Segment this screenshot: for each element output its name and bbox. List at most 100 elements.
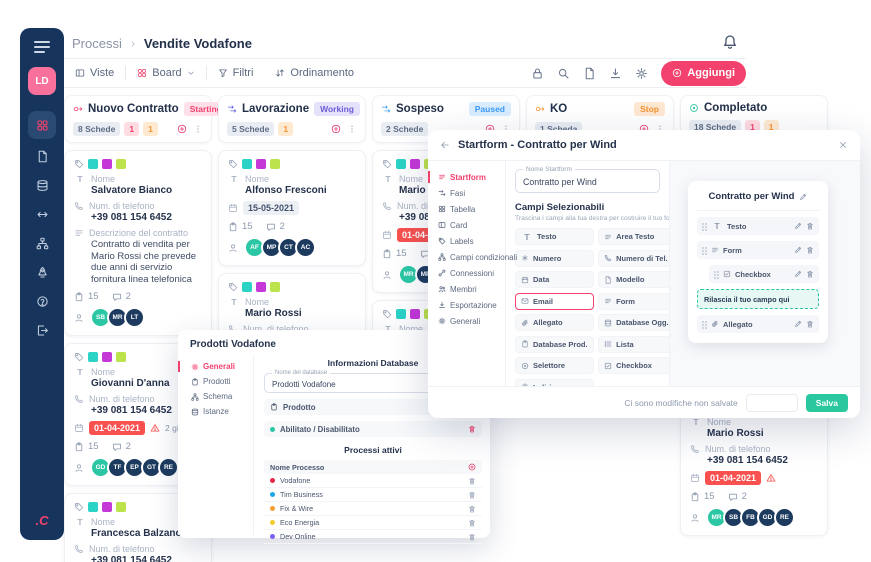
board-view-dropdown[interactable]: Board: [126, 67, 205, 79]
ordinamento-button[interactable]: Ordinamento: [264, 67, 365, 79]
field-button-numero[interactable]: Numero: [515, 249, 594, 267]
builder-row-allegato[interactable]: Allegato: [697, 315, 819, 333]
sidebar-item-launch[interactable]: [28, 260, 56, 284]
edit-icon[interactable]: [794, 320, 802, 328]
nav-item-generali[interactable]: Generali: [428, 313, 505, 329]
process-row[interactable]: Fix & Wire: [264, 502, 482, 516]
field-button-area-testo[interactable]: Area Testo: [598, 228, 669, 245]
drag-handle-icon[interactable]: [714, 270, 716, 273]
avatar[interactable]: SB: [90, 307, 111, 329]
sidebar-item-logout[interactable]: [28, 318, 56, 342]
avatar[interactable]: LT: [124, 307, 145, 329]
field-button-lista[interactable]: Lista: [598, 335, 669, 353]
trash-icon[interactable]: [806, 270, 814, 278]
field-button-database-ogg[interactable]: Database Ogg.: [598, 314, 669, 331]
lock-icon[interactable]: [531, 67, 544, 80]
card-alfonso-fresconi[interactable]: Nome Alfonso Fresconi 15-05-2021 152 AF …: [218, 150, 366, 266]
field-button-allegato[interactable]: Allegato: [515, 314, 594, 331]
edit-icon[interactable]: [794, 270, 802, 278]
field-button-email[interactable]: Email: [515, 292, 594, 310]
aggiungi-button[interactable]: Aggiungi: [661, 60, 746, 86]
avatar[interactable]: LD: [28, 67, 56, 95]
nav-item-fasi[interactable]: Fasi: [428, 185, 505, 201]
trash-icon[interactable]: [806, 222, 814, 230]
card-francesca-balzano[interactable]: Nome Francesca Balzano Num. di telefono …: [64, 493, 212, 562]
field-button-modello[interactable]: Modello: [598, 271, 669, 288]
trash-icon[interactable]: [468, 505, 476, 513]
filtri-button[interactable]: Filtri: [207, 67, 265, 79]
sidebar-item-connections[interactable]: [28, 202, 56, 226]
avatar[interactable]: MP: [261, 237, 282, 258]
trash-icon[interactable]: [468, 519, 476, 527]
nav-item-connessioni[interactable]: Connessioni: [428, 265, 505, 281]
save-button[interactable]: Salva: [805, 393, 848, 412]
add-process-icon[interactable]: [468, 463, 476, 471]
nav-item-schema[interactable]: Schema: [178, 389, 253, 404]
avatar[interactable]: AC: [295, 237, 316, 258]
viste-button[interactable]: Viste: [64, 67, 125, 79]
drop-zone[interactable]: Rilascia il tuo campo qui: [697, 289, 819, 309]
process-row[interactable]: Eco Energia: [264, 516, 482, 530]
builder-row-checkbox[interactable]: Checkbox: [709, 265, 819, 283]
trash-icon[interactable]: [468, 491, 476, 499]
export-icon[interactable]: [609, 67, 622, 80]
field-button-data[interactable]: Data: [515, 271, 594, 288]
column-menu-icon[interactable]: [193, 124, 203, 134]
field-button-database-prod[interactable]: Database Prod.: [515, 335, 594, 353]
trash-icon[interactable]: [806, 246, 814, 254]
drag-handle-icon[interactable]: [702, 320, 704, 323]
nav-item-prodotti[interactable]: Prodotti: [178, 374, 253, 389]
drag-handle-icon[interactable]: [702, 222, 704, 225]
field-button-numero-tel[interactable]: Numero di Tel.: [598, 249, 669, 267]
edit-icon[interactable]: [799, 193, 807, 201]
abilitato-row[interactable]: Abilitato / Disabilitato: [264, 421, 482, 437]
nav-item-esportazione[interactable]: Esportazione: [428, 297, 505, 313]
process-row[interactable]: Vodafone: [264, 474, 482, 488]
avatar[interactable]: RE: [158, 457, 179, 479]
nav-item-membri[interactable]: Membri: [428, 281, 505, 297]
sidebar-item-documents[interactable]: [28, 144, 56, 168]
menu-icon[interactable]: [34, 41, 50, 53]
nav-item-startform[interactable]: Startform: [428, 169, 505, 185]
edit-icon[interactable]: [794, 222, 802, 230]
nav-item-card[interactable]: Card: [428, 217, 505, 233]
prodotto-row[interactable]: Prodotto: [264, 399, 482, 415]
trash-icon[interactable]: [806, 320, 814, 328]
sidebar-item-help[interactable]: [28, 289, 56, 313]
trash-icon[interactable]: [468, 533, 476, 541]
cancel-button[interactable]: [745, 393, 798, 412]
process-row[interactable]: Tim Business: [264, 488, 482, 502]
edit-icon[interactable]: [794, 246, 802, 254]
nav-item-generali[interactable]: Generali: [178, 359, 253, 374]
column-menu-icon[interactable]: [347, 124, 357, 134]
trash-icon[interactable]: [468, 425, 476, 433]
add-card-icon[interactable]: [177, 124, 187, 134]
process-row[interactable]: Dev Online: [264, 530, 482, 544]
gear-icon[interactable]: [635, 67, 648, 80]
builder-row-form[interactable]: Form: [697, 241, 819, 259]
avatar[interactable]: TF: [107, 457, 128, 479]
card-salvatore-bianco[interactable]: Nome Salvatore Bianco Num. di telefono +…: [64, 150, 212, 337]
sidebar-item-database[interactable]: [28, 173, 56, 197]
builder-row-testo[interactable]: Testo: [697, 217, 819, 235]
nav-item-istanze[interactable]: Istanze: [178, 404, 253, 419]
trash-icon[interactable]: [468, 477, 476, 485]
field-button-selettore[interactable]: Selettore: [515, 357, 594, 374]
drag-handle-icon[interactable]: [702, 246, 704, 249]
import-icon[interactable]: [583, 67, 596, 80]
nav-item-campi-condizionali[interactable]: Campi condizionali: [428, 249, 517, 265]
nav-item-tabella[interactable]: Tabella: [428, 201, 505, 217]
field-button-testo[interactable]: Testo: [515, 228, 594, 245]
field-button-indirizzo[interactable]: Indirizzo: [515, 378, 594, 386]
add-card-icon[interactable]: [331, 124, 341, 134]
sidebar-item-board[interactable]: [28, 111, 56, 139]
avatar[interactable]: MR: [706, 507, 727, 528]
close-icon[interactable]: [838, 140, 848, 150]
avatar[interactable]: RE: [774, 507, 795, 528]
nav-item-labels[interactable]: Labels: [428, 233, 505, 249]
bell-icon[interactable]: [722, 34, 738, 50]
back-icon[interactable]: [440, 140, 450, 150]
startform-name-input[interactable]: Nome Startform Contratto per Wind: [515, 166, 660, 193]
sidebar-item-processes[interactable]: [28, 231, 56, 255]
breadcrumb-root[interactable]: Processi: [72, 36, 122, 51]
